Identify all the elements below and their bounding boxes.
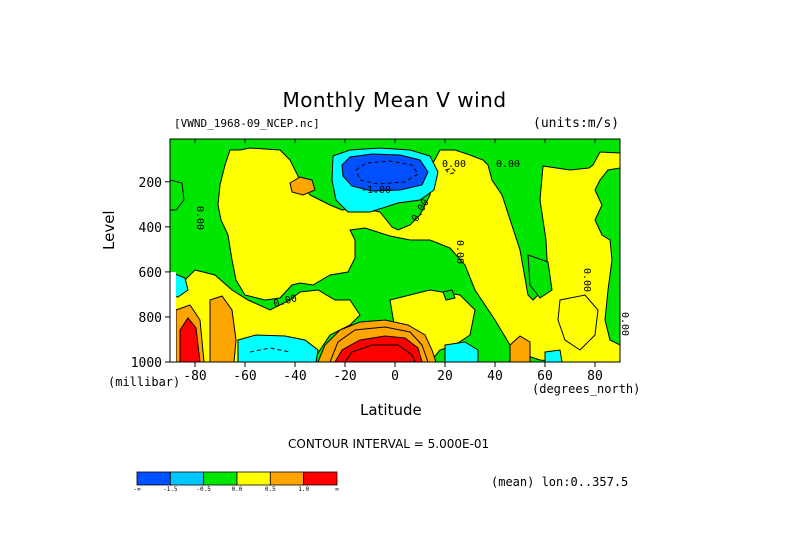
y-tick-label: 1000 bbox=[131, 356, 162, 371]
contour-label: 0.00 bbox=[581, 268, 592, 292]
contour-label: 0.00 bbox=[454, 240, 465, 264]
contour-region-positive-strong bbox=[209, 295, 237, 362]
colorbar-swatch bbox=[236, 471, 271, 486]
contour-region-positive-strong bbox=[509, 335, 531, 362]
colorbar-label: -1.5 bbox=[163, 486, 178, 493]
y-tick-label: 400 bbox=[139, 221, 162, 236]
colorbar-swatch bbox=[203, 471, 238, 486]
y-ticks: 200 400 600 800 1000 bbox=[131, 176, 170, 371]
y-tick-label: 600 bbox=[139, 266, 162, 281]
colorbar-label: ∞ bbox=[335, 486, 339, 493]
contour-label: 0.00 bbox=[442, 159, 466, 170]
contour-label: -1.00 bbox=[361, 185, 391, 196]
x-tick-label: 80 bbox=[587, 369, 603, 384]
contour-region-negative bbox=[544, 349, 563, 362]
contour-region-strong-positive bbox=[179, 317, 201, 362]
mean-lon-text: (mean) lon:0..357.5 bbox=[491, 475, 629, 489]
contour-region-negative bbox=[237, 334, 319, 362]
y-tick-label: 800 bbox=[139, 311, 162, 326]
contour-label: 0.00 bbox=[496, 159, 520, 170]
colorbar-label: 1.0 bbox=[298, 486, 309, 493]
contour-region-negative bbox=[444, 341, 479, 362]
colorbar-label: -0.5 bbox=[196, 486, 211, 493]
colorbar-swatch bbox=[136, 471, 171, 486]
chart-title: Monthly Mean V wind bbox=[282, 88, 507, 112]
x-tick-label: 40 bbox=[487, 369, 503, 384]
y-tick-label: 200 bbox=[139, 176, 162, 191]
colorbar-label: 0.0 bbox=[232, 486, 243, 493]
x-tick-label: -20 bbox=[333, 369, 356, 384]
contour-region-positive-strong bbox=[289, 176, 316, 196]
contour-line bbox=[329, 326, 429, 362]
colorbar-label: -∞ bbox=[133, 486, 141, 493]
contour-label: 0.00 bbox=[619, 312, 630, 336]
x-ticks: -80 -60 -40 -20 0 20 40 60 80 bbox=[183, 139, 603, 384]
contour-region-weak bbox=[442, 289, 456, 301]
x-tick-label: 20 bbox=[437, 369, 453, 384]
contour-region-strong-positive bbox=[334, 335, 423, 362]
colorbar-swatch bbox=[169, 471, 205, 486]
colorbar-swatch bbox=[269, 471, 305, 486]
contour-region-positive bbox=[557, 294, 599, 351]
contour-line bbox=[344, 344, 416, 362]
units-label: (units:m/s) bbox=[533, 116, 620, 131]
contour-region-positive bbox=[170, 139, 620, 362]
y-unit-label: (millibar) bbox=[108, 375, 181, 389]
contour-region-strong-negative bbox=[341, 153, 429, 192]
colorbar: -∞ -1.5 -0.5 0.0 0.5 1.0 ∞ bbox=[133, 471, 339, 493]
x-tick-label: -40 bbox=[283, 369, 306, 384]
x-unit-label: (degrees_north) bbox=[532, 382, 641, 396]
x-tick-label: 0 bbox=[391, 369, 399, 384]
contour-label: 0.00 bbox=[194, 206, 205, 230]
colorbar-swatch bbox=[303, 471, 338, 486]
contour-interval-text: CONTOUR INTERVAL = 5.000E-01 bbox=[288, 437, 490, 451]
missing-data-area bbox=[170, 272, 176, 362]
dataset-label: [VWND_1968-09_NCEP.nc] bbox=[174, 117, 320, 130]
x-tick-label: -80 bbox=[183, 369, 206, 384]
contour-region-weak bbox=[170, 179, 185, 211]
x-tick-label: 60 bbox=[537, 369, 553, 384]
x-tick-label: -60 bbox=[233, 369, 256, 384]
colorbar-label: 0.5 bbox=[265, 486, 276, 493]
contour-region-weak bbox=[527, 254, 553, 299]
x-axis-label: Latitude bbox=[360, 401, 422, 419]
